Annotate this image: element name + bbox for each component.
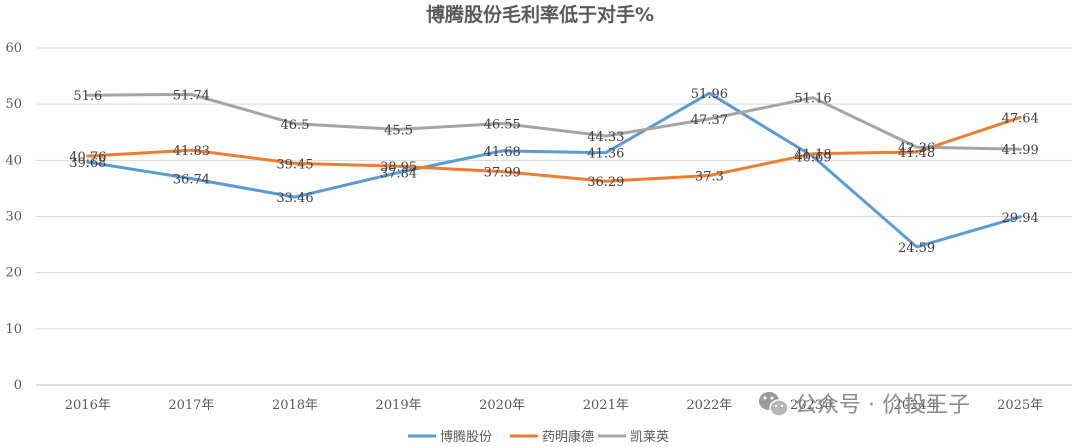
data-label: 33.46 bbox=[276, 191, 313, 206]
y-tick-label: 40 bbox=[5, 153, 22, 168]
grid bbox=[36, 47, 1072, 386]
data-label: 46.5 bbox=[281, 118, 310, 133]
x-tick-label: 2016年 bbox=[65, 398, 111, 413]
x-tick-label: 2025年 bbox=[997, 398, 1043, 413]
data-label: 40.76 bbox=[69, 150, 106, 165]
y-tick-label: 50 bbox=[5, 97, 22, 112]
y-axis-ticks: 0 10 20 30 40 50 60 bbox=[5, 41, 22, 393]
data-labels: 39.68 36.74 33.46 37.84 41.68 41.36 51.96 40.69… bbox=[69, 87, 1039, 256]
data-label: 29.94 bbox=[1002, 211, 1039, 226]
data-label: 39.68 bbox=[69, 156, 106, 171]
data-label: 41.68 bbox=[484, 145, 521, 160]
data-label: 46.55 bbox=[484, 118, 521, 133]
data-label: 40.69 bbox=[794, 150, 831, 165]
data-label: 37.84 bbox=[380, 166, 417, 181]
data-label: 51.6 bbox=[73, 89, 102, 104]
data-label: 51.74 bbox=[173, 88, 210, 103]
chart-title: 博腾股份毛利率低于对手% bbox=[426, 3, 654, 26]
data-label: 45.5 bbox=[384, 123, 413, 138]
legend-label: 凯莱英 bbox=[630, 430, 669, 445]
watermark: 公众号 · 价投王子 bbox=[759, 392, 970, 418]
series-line bbox=[86, 115, 1022, 183]
series-line bbox=[86, 92, 1022, 151]
x-tick-label: 2019年 bbox=[376, 398, 422, 413]
legend-label: 药明康德 bbox=[542, 429, 594, 445]
data-label: 41.99 bbox=[1002, 143, 1039, 158]
x-tick-label: 2023年 bbox=[790, 398, 836, 413]
wechat-icon bbox=[759, 392, 789, 417]
y-tick-label: 30 bbox=[5, 210, 22, 225]
data-label: 36.29 bbox=[587, 175, 624, 190]
legend: 博腾股份 药明康德 凯莱英 bbox=[408, 429, 669, 445]
data-label: 51.16 bbox=[794, 92, 831, 107]
x-tick-label: 2017年 bbox=[168, 398, 214, 413]
x-tick-label: 2018年 bbox=[272, 398, 318, 413]
data-label: 47.37 bbox=[691, 113, 728, 128]
y-tick-label: 20 bbox=[5, 266, 22, 281]
legend-label: 博腾股份 bbox=[440, 429, 492, 445]
x-tick-label: 2021年 bbox=[583, 398, 629, 413]
x-tick-label: 2022年 bbox=[686, 398, 732, 413]
series-lines bbox=[86, 91, 1022, 249]
data-label: 38.95 bbox=[380, 160, 417, 175]
x-axis-ticks: 2016年 2017年 2018年 2019年 2020年 2021年 2022年 2023年… bbox=[65, 398, 1043, 413]
data-label: 44.33 bbox=[587, 130, 624, 145]
data-label: 37.3 bbox=[695, 169, 724, 184]
data-label: 47.64 bbox=[1002, 111, 1039, 126]
data-label: 39.45 bbox=[276, 157, 313, 172]
data-label: 36.74 bbox=[173, 173, 210, 188]
data-label: 41.48 bbox=[898, 146, 935, 161]
y-tick-label: 0 bbox=[14, 378, 22, 393]
x-tick-label: 2020年 bbox=[479, 398, 525, 413]
data-label: 24.59 bbox=[898, 241, 935, 256]
y-tick-label: 60 bbox=[5, 41, 22, 56]
data-label: 37.99 bbox=[484, 166, 521, 181]
watermark-text: 公众号 · 价投王子 bbox=[795, 393, 970, 418]
data-label: 51.96 bbox=[691, 87, 728, 102]
x-tick-label: 2024年 bbox=[894, 398, 940, 413]
series-line bbox=[86, 91, 1022, 249]
data-label: 42.36 bbox=[898, 141, 935, 156]
data-label: 41.83 bbox=[173, 144, 210, 159]
data-label: 41.36 bbox=[587, 147, 624, 162]
data-label: 41.18 bbox=[794, 148, 831, 163]
y-tick-label: 10 bbox=[5, 322, 22, 337]
